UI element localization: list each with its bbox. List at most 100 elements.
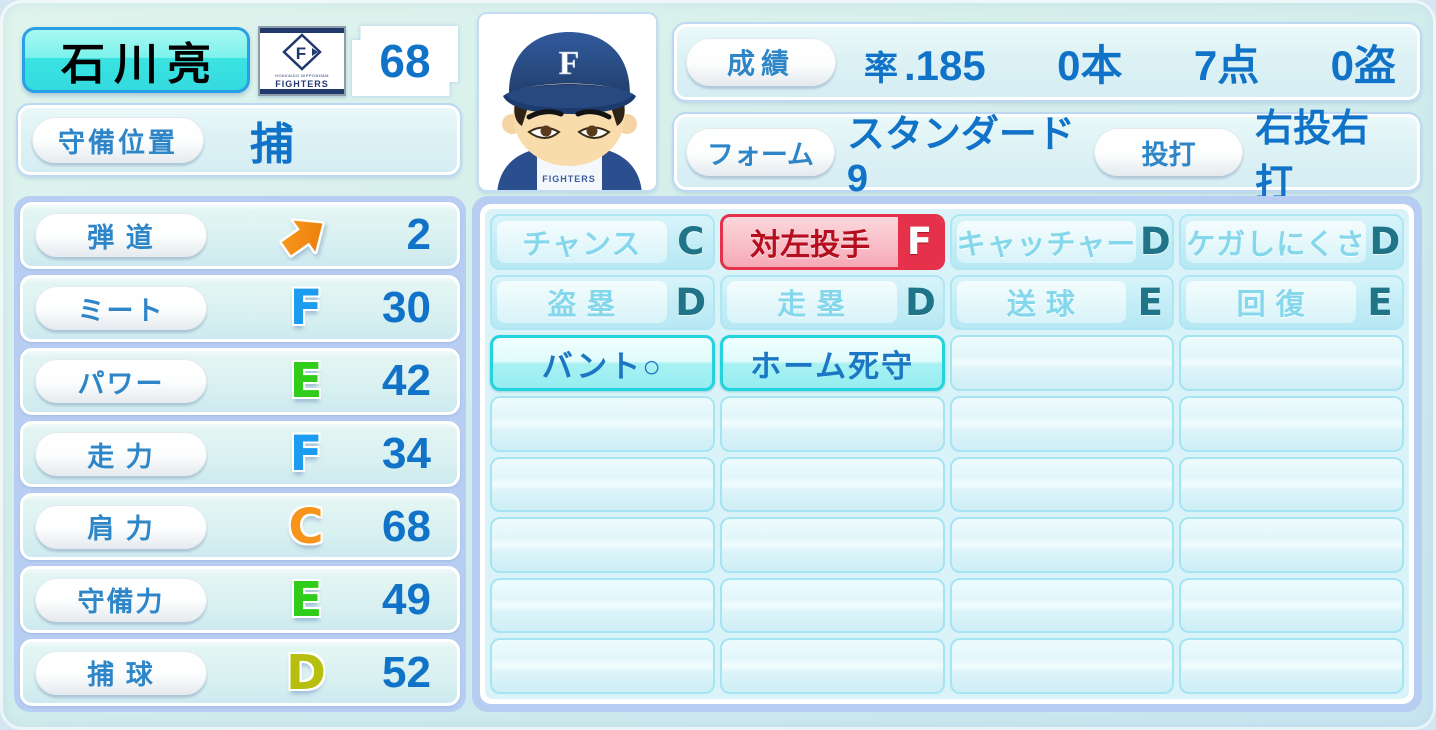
team-logo: F HOKKAIDO NIPPONHAM FIGHTERS [258,26,346,96]
stat-grade-letter: D [286,644,326,701]
stat-row: 肩 力 C 68 [20,493,460,561]
ability-grade-letter: D [1139,220,1171,264]
ability-cell-empty [490,395,715,452]
ability-cell: 対左投手 F [719,214,945,270]
stat-grade-wrap [267,209,345,261]
form-label: フォーム [686,128,835,176]
stat-row: 捕 球 D 52 [20,639,460,707]
ability-cell: チャンス C [490,214,715,270]
svg-text:FIGHTERS: FIGHTERS [275,79,329,89]
ability-label: ホーム死守 [750,348,915,384]
ability-cell-empty [490,456,715,513]
stat-grade-letter: F [289,426,323,482]
ability-label: 回 復 [1186,281,1356,324]
stat-value: 30 [382,283,431,333]
ability-cell-empty [719,456,945,513]
stat-value: 2 [406,210,431,260]
stolen-bases-value: 0盗 [1330,41,1396,89]
stat-grade-wrap: E [267,357,345,405]
stat-label: 弾 道 [35,213,207,258]
ability-cell-empty [1179,395,1404,452]
stat-grade-wrap: C [267,503,345,551]
ability-label: 盗 塁 [497,281,667,324]
ability-cell-empty [1179,517,1404,573]
svg-text:F: F [559,45,580,82]
ability-cell-empty [719,395,945,452]
ability-cell: キャッチャー D [949,214,1175,270]
stat-grade-letter: E [289,353,323,410]
ability-label: 送 球 [956,281,1127,324]
stat-grade-wrap: E [267,576,345,624]
stat-label: ミート [35,286,207,331]
ability-cell-empty [1179,456,1404,513]
stat-grade-letter: C [288,498,324,555]
ability-grade-letter: E [1367,280,1393,324]
batting-average: 率 .185 [864,41,986,90]
svg-text:FIGHTERS: FIGHTERS [542,174,596,184]
player-name-badge: 石川亮 [22,27,250,93]
ability-label: キャッチャー [956,220,1137,263]
ability-cell-empty [719,638,945,694]
ability-cell-empty [949,577,1175,634]
stat-grade-letter: E [289,571,323,628]
stat-row: 守備力 E 49 [20,566,460,634]
record-label: 成績 [686,38,836,86]
ability-grade-letter: E [1137,280,1163,324]
svg-text:F: F [296,44,306,63]
player-avatar: FIGHTERS F [477,12,658,192]
stat-label: 捕 球 [35,650,207,695]
stat-label: 肩 力 [35,504,207,549]
ability-grade-letter: C [677,220,705,264]
ability-cell-empty [490,638,715,694]
svg-text:HOKKAIDO NIPPONHAM: HOKKAIDO NIPPONHAM [275,73,329,78]
rbi-value: 7点 [1193,41,1260,89]
stat-label: 守備力 [35,577,207,622]
ability-cell-empty [1179,638,1404,694]
form-panel: フォーム スタンダード9 投打 右投右打 [672,108,1422,205]
stat-value: 52 [382,647,431,697]
stats-panel: 弾 道 2 ミート F 30 パワー E 42 走 力 F 34 肩 力 C 68 守備力 E 49 捕 球 D 52 [14,196,466,712]
ability-cell-empty [949,517,1175,573]
ability-cell-empty [949,395,1175,452]
ability-cell: ケガしにくさ D [1179,214,1404,270]
ability-label: 対左投手 [750,228,871,262]
ability-cell-empty [949,456,1175,513]
form-value: スタンダード9 [846,114,1075,200]
ability-cell-empty [490,577,715,634]
ability-grade-letter: D [1369,220,1401,264]
ability-cell-empty [719,517,945,573]
position-label: 守備位置 [32,117,204,163]
uniform-number: 68 [352,26,458,96]
throw-bat-label: 投打 [1094,128,1244,176]
home-runs-value: 0本 [1057,41,1123,89]
uniform-number-box: 68 [352,26,458,96]
stat-grade-wrap: D [267,649,345,697]
ability-grade-letter: D [675,280,707,324]
ability-label: 走 塁 [726,281,897,324]
stat-value: 42 [382,356,431,406]
stat-label: 走 力 [35,432,207,476]
stat-row: ミート F 30 [20,274,460,342]
record-values: 率 .185 0本 7点 0盗 [864,32,1396,93]
batting-average-label: 率 [864,49,898,88]
ability-cell-empty [490,517,715,573]
stat-grade-wrap: F [267,430,345,478]
trajectory-arrow-icon [279,218,325,259]
ability-cell-empty [949,638,1175,694]
ability-label: ケガしにくさ [1186,220,1366,263]
ability-cell-empty [1179,335,1404,391]
position-value: 捕 [250,120,294,169]
batting-average-value: .185 [904,41,986,89]
stat-value: 49 [382,574,431,624]
throw-bat-value: 右投右打 [1255,108,1370,205]
ability-cell: ホーム死守 [719,335,945,391]
ability-grade-letter: D [905,280,936,324]
stat-row: パワー E 42 [20,347,460,415]
